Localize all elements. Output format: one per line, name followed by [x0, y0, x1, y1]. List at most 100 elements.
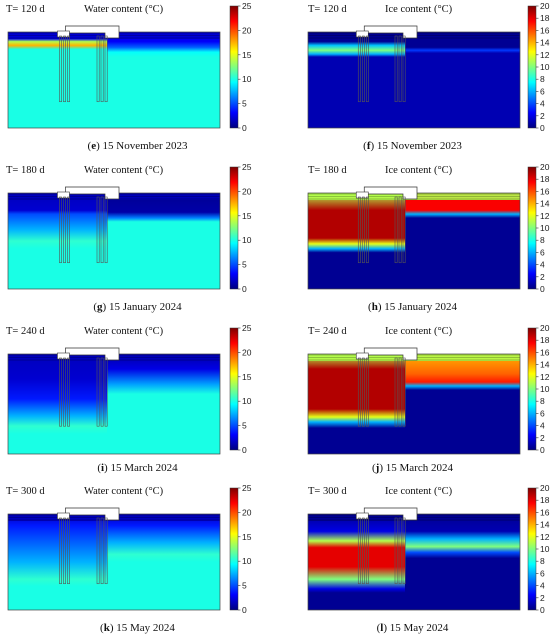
colorbar-tick-label: 8	[540, 74, 545, 84]
colorbar-tick-label: 0	[540, 605, 545, 615]
pile	[365, 196, 369, 264]
colorbar-tick-label: 10	[540, 62, 550, 72]
colorbar-tick-label: 10	[242, 396, 252, 406]
colorbar-tick-label: 5	[242, 260, 247, 270]
field-left	[8, 32, 107, 128]
colorbar-tick-label: 0	[540, 123, 545, 133]
date: 15 January 2024	[384, 301, 457, 313]
plot-title: Ice content (°C)	[385, 326, 453, 337]
pile	[100, 517, 104, 585]
colorbar	[229, 5, 239, 129]
panel-letter: g	[97, 301, 103, 313]
date: 15 May 2024	[389, 622, 449, 634]
date: 15 November 2023	[376, 140, 462, 152]
colorbar-tick-label: 14	[540, 520, 550, 530]
field-right	[405, 193, 520, 289]
time-label: T= 300 d	[6, 486, 45, 497]
pile	[104, 357, 108, 427]
pile	[402, 35, 406, 103]
pile	[398, 517, 402, 585]
figure-caption: (e) 15 November 2023	[87, 140, 188, 152]
panel-l: 20 18 16 14 12 10 8 6 4 2 0 T= 300 d Ice content (…	[275, 482, 550, 643]
colorbar-tick-label: 5	[242, 421, 247, 431]
pile	[394, 196, 398, 264]
figure-caption: (l) 15 May 2024	[376, 622, 449, 634]
time-label: T= 240 d	[308, 326, 347, 337]
contour-plot-e: 25 20 15 10 5 0	[7, 1, 252, 133]
contour-plot-g: 25 20 15 10 5 0	[7, 162, 252, 294]
colorbar-tick-label: 12	[540, 50, 550, 60]
panel-j: 20 18 16 14 12 10 8 6 4 2 0 T= 240 d Ice content (…	[275, 322, 550, 483]
colorbar-tick-label: 15	[242, 532, 252, 542]
date: 15 March 2024	[110, 462, 178, 474]
colorbar-tick-label: 20	[242, 507, 252, 517]
pile	[63, 357, 66, 427]
figure-caption: (g) 15 January 2024	[93, 301, 182, 313]
pile	[361, 196, 365, 264]
pile	[394, 517, 398, 585]
pile	[357, 357, 361, 427]
field-right	[405, 32, 520, 128]
panel-h: 20 18 16 14 12 10 8 6 4 2 0 T= 180 d Ice content (…	[275, 161, 550, 322]
pile	[96, 35, 100, 103]
colorbar-tick-label: 2	[540, 111, 545, 121]
time-label: T= 180 d	[308, 165, 347, 176]
pile	[402, 196, 406, 264]
date: 15 November 2023	[102, 140, 188, 152]
figure-caption: (h) 15 January 2024	[368, 301, 457, 313]
pile	[357, 196, 361, 264]
figure-caption: (j) 15 March 2024	[372, 462, 453, 474]
pile	[59, 357, 62, 427]
plot-title: Water content (°C)	[84, 165, 164, 176]
colorbar-tick-label: 15	[242, 211, 252, 221]
colorbar-tick-label: 12	[540, 211, 550, 221]
figure-caption: (i) 15 March 2024	[97, 462, 178, 474]
colorbar	[229, 166, 239, 290]
colorbar	[527, 166, 537, 290]
time-label: T= 240 d	[6, 326, 45, 337]
pile	[96, 517, 100, 585]
field-left	[8, 193, 107, 289]
pile	[63, 517, 66, 585]
field-left	[308, 514, 405, 610]
colorbar-tick-label: 8	[540, 235, 545, 245]
pile	[96, 357, 100, 427]
field-right	[405, 514, 520, 610]
panel-letter: k	[103, 622, 110, 634]
colorbar-tick-label: 12	[540, 372, 550, 382]
field-right	[405, 354, 520, 454]
colorbar-tick-label: 6	[540, 408, 545, 418]
pile	[394, 35, 398, 103]
field-right	[107, 193, 220, 289]
pile	[394, 357, 398, 427]
colorbar-tick-label: 18	[540, 495, 550, 505]
pile	[365, 35, 369, 103]
pile	[398, 196, 402, 264]
colorbar-tick-label: 20	[540, 1, 550, 11]
pile	[96, 196, 100, 264]
colorbar-tick-label: 0	[242, 284, 247, 294]
panel-letter: j	[375, 462, 380, 474]
colorbar-tick-label: 20	[242, 347, 252, 357]
time-label: T= 120 d	[6, 4, 45, 15]
pile	[104, 196, 108, 264]
pile	[398, 35, 402, 103]
pile	[361, 35, 365, 103]
panel-e: 25 20 15 10 5 0 T= 120 d Water content (°C) (…	[0, 0, 275, 161]
pile	[104, 517, 108, 585]
plot-title: Ice content (°C)	[385, 4, 453, 15]
pile	[63, 196, 66, 264]
colorbar-tick-label: 2	[540, 593, 545, 603]
colorbar-tick-label: 18	[540, 335, 550, 345]
colorbar-tick-label: 8	[540, 396, 545, 406]
colorbar-tick-label: 0	[242, 123, 247, 133]
plot-title: Water content (°C)	[84, 326, 164, 337]
time-label: T= 300 d	[308, 486, 347, 497]
colorbar-tick-label: 15	[242, 372, 252, 382]
figure-caption: (k) 15 May 2024	[100, 622, 175, 634]
pile	[365, 357, 369, 427]
colorbar-tick-label: 10	[242, 556, 252, 566]
date: 15 January 2024	[108, 301, 182, 313]
contour-plot-i: 25 20 15 10 5 0	[7, 323, 252, 455]
